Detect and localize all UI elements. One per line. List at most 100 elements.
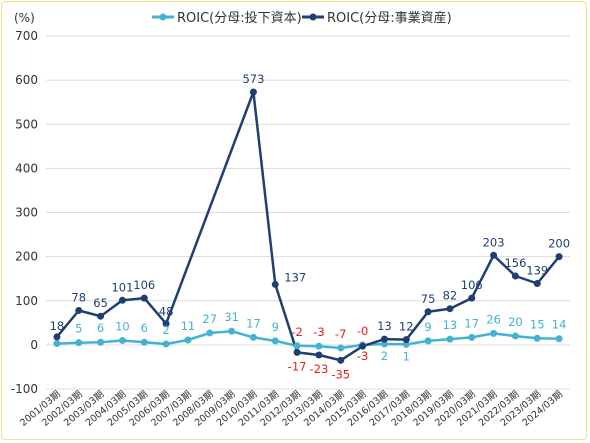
- data-point: [555, 253, 563, 261]
- data-point: [271, 337, 279, 345]
- data-point: [490, 251, 498, 259]
- data-label: 12: [399, 320, 414, 334]
- y-tick-label: 0: [30, 338, 38, 352]
- series-points: [53, 88, 563, 364]
- legend-label-invested: ROIC(分母:投下資本): [177, 10, 302, 26]
- data-label: 14: [552, 318, 567, 332]
- data-point: [446, 335, 454, 343]
- data-label: 20: [508, 315, 523, 329]
- data-point: [162, 320, 170, 328]
- data-label: 13: [377, 319, 392, 333]
- data-label: 10: [115, 319, 130, 333]
- data-label: 203: [483, 235, 505, 249]
- data-point: [53, 333, 61, 341]
- y-tick-label: 600: [15, 73, 38, 87]
- data-point: [315, 342, 323, 350]
- data-label: 137: [284, 270, 306, 284]
- data-label: -0: [357, 324, 368, 338]
- data-label: -7: [335, 327, 346, 341]
- data-label: 13: [443, 318, 458, 332]
- legend-label-business: ROIC(分母:事業資産): [327, 10, 452, 26]
- data-label: -3: [357, 349, 368, 363]
- data-point: [337, 356, 345, 364]
- data-point: [293, 348, 301, 356]
- grid-lines: [46, 35, 570, 390]
- data-label: 11: [181, 319, 196, 333]
- data-label: 48: [159, 305, 174, 319]
- data-point: [140, 338, 148, 346]
- data-point: [75, 306, 83, 314]
- data-label: 106: [133, 278, 155, 292]
- data-label: 139: [526, 264, 548, 278]
- data-label: 1: [403, 349, 410, 363]
- data-point: [359, 342, 367, 350]
- data-label: 31: [224, 310, 239, 324]
- x-axis-ticks: 2001/03期2002/03期2003/03期2004/03期2005/03期…: [18, 389, 565, 429]
- data-point: [555, 335, 563, 343]
- series-line-0: [56, 329, 560, 350]
- legend-marker-business: [309, 13, 317, 21]
- data-label: -23: [310, 362, 329, 376]
- data-point: [380, 340, 388, 348]
- data-point: [206, 329, 214, 337]
- data-label: 6: [141, 321, 148, 335]
- data-label: 17: [464, 316, 479, 330]
- data-point: [424, 337, 432, 345]
- data-label: 5: [75, 322, 82, 336]
- data-label: 65: [93, 296, 108, 310]
- data-point: [337, 344, 345, 352]
- data-point: [97, 312, 105, 320]
- data-label: 9: [272, 320, 279, 334]
- data-point: [184, 336, 192, 344]
- y-axis-label: (%): [14, 11, 35, 25]
- data-label: 101: [111, 280, 133, 294]
- data-label: 9: [424, 320, 431, 334]
- data-point: [249, 333, 257, 341]
- data-point: [468, 294, 476, 302]
- data-label: 26: [486, 312, 501, 326]
- data-point: [293, 342, 301, 350]
- data-point: [162, 340, 170, 348]
- data-label: -17: [288, 359, 307, 373]
- data-label: 2: [381, 349, 388, 363]
- data-label: 18: [50, 319, 65, 333]
- data-point: [271, 280, 279, 288]
- data-label: 573: [242, 72, 264, 86]
- y-tick-label: -100: [11, 382, 38, 396]
- data-label: 106: [461, 278, 483, 292]
- series-lines: [55, 90, 561, 362]
- data-point: [490, 329, 498, 337]
- data-point: [468, 333, 476, 341]
- legend: ROIC(分母:投下資本) ROIC(分母:事業資産): [152, 10, 452, 26]
- data-point: [140, 294, 148, 302]
- data-label: -2: [291, 325, 302, 339]
- data-point: [118, 336, 126, 344]
- data-point: [402, 336, 410, 344]
- data-label: -35: [331, 367, 350, 381]
- data-point: [380, 335, 388, 343]
- data-point: [53, 340, 61, 348]
- legend-marker-invested: [159, 13, 167, 21]
- data-label: 6: [97, 321, 104, 335]
- data-label: 27: [202, 312, 217, 326]
- data-point: [533, 280, 541, 288]
- data-point: [228, 327, 236, 335]
- data-point: [402, 340, 410, 348]
- y-axis-ticks: -100 0 100 200 300 400 500 600 700: [11, 29, 38, 396]
- data-point: [97, 338, 105, 346]
- y-tick-label: 100: [15, 294, 38, 308]
- data-point: [446, 305, 454, 313]
- data-label: 75: [421, 292, 436, 306]
- y-tick-label: 500: [15, 117, 38, 131]
- data-label: 15: [530, 317, 545, 331]
- data-point: [249, 88, 257, 96]
- data-label: 78: [71, 290, 86, 304]
- data-point: [511, 332, 519, 340]
- data-point: [424, 308, 432, 316]
- data-label: 2: [162, 323, 169, 337]
- series-line-1: [55, 90, 561, 362]
- data-label: 82: [443, 289, 458, 303]
